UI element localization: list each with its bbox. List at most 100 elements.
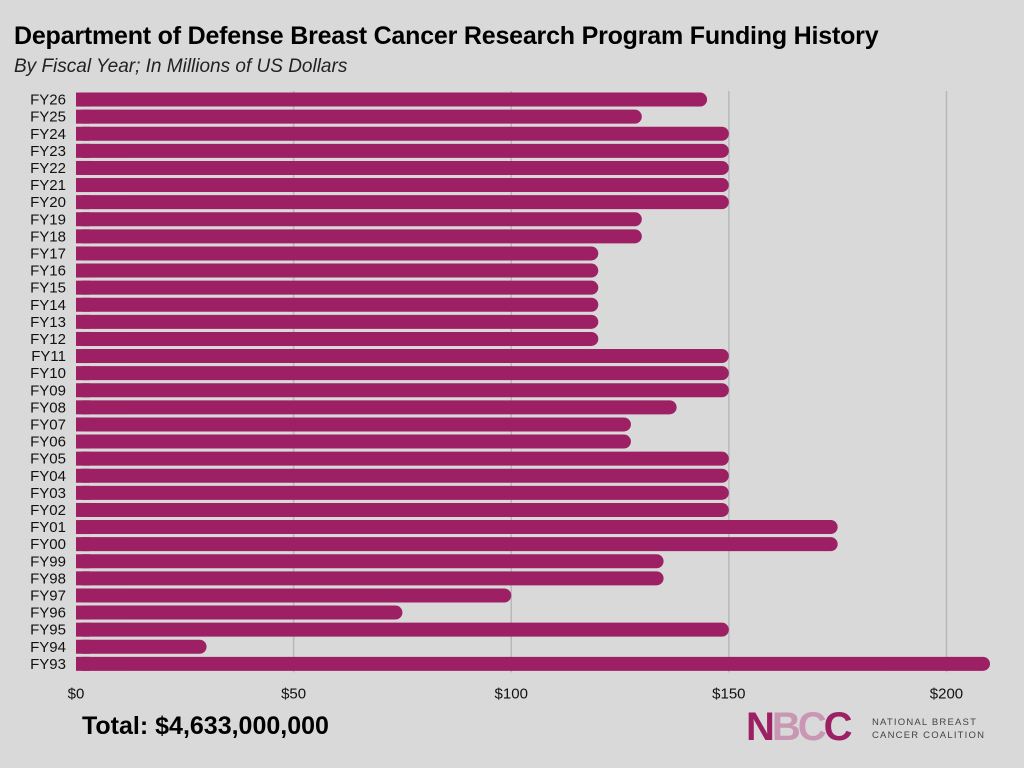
bar-fy96 bbox=[76, 605, 403, 620]
category-label: FY19 bbox=[30, 211, 66, 228]
bar-base-fy23 bbox=[76, 143, 90, 158]
bar-fy14 bbox=[76, 297, 599, 312]
bar-base-fy93 bbox=[76, 656, 90, 671]
bar-chart: FY26FY25FY24FY23FY22FY21FY20FY19FY18FY17… bbox=[30, 91, 990, 700]
bar-base-fy94 bbox=[76, 639, 90, 654]
category-label: FY22 bbox=[30, 160, 66, 177]
bar-base-fy14 bbox=[76, 297, 90, 312]
bar-base-fy03 bbox=[76, 485, 90, 500]
nbcc-logo: NBCC NATIONAL BREAST CANCER COALITION bbox=[746, 706, 1006, 748]
category-label: FY08 bbox=[30, 399, 66, 416]
category-label: FY10 bbox=[30, 365, 66, 382]
funding-total: Total: $4,633,000,000 bbox=[82, 712, 329, 740]
category-label: FY96 bbox=[30, 605, 66, 622]
bar-base-fy18 bbox=[76, 229, 90, 244]
category-label: FY16 bbox=[30, 263, 66, 280]
bar-fy17 bbox=[76, 246, 599, 261]
bar-base-fy19 bbox=[76, 212, 90, 227]
bar-base-fy97 bbox=[76, 588, 90, 603]
category-label: FY12 bbox=[30, 331, 66, 348]
category-label: FY04 bbox=[30, 468, 66, 485]
bar-fy00 bbox=[76, 537, 838, 552]
category-label: FY98 bbox=[30, 570, 66, 587]
bar-base-fy22 bbox=[76, 160, 90, 175]
bar-fy95 bbox=[76, 622, 729, 637]
bar-fy08 bbox=[76, 400, 677, 415]
bar-base-fy11 bbox=[76, 349, 90, 364]
category-labels: FY26FY25FY24FY23FY22FY21FY20FY19FY18FY17… bbox=[30, 92, 66, 673]
category-label: FY20 bbox=[30, 194, 66, 211]
bar-fy06 bbox=[76, 434, 631, 449]
bar-fy23 bbox=[76, 143, 729, 158]
x-tick-label: $50 bbox=[281, 685, 306, 700]
logo-mark: NBCC bbox=[746, 705, 853, 749]
x-tick-label: $200 bbox=[930, 685, 963, 700]
category-label: FY94 bbox=[30, 639, 66, 656]
category-label: FY25 bbox=[30, 109, 66, 126]
bar-base-fy08 bbox=[76, 400, 90, 415]
logo-letter-c1: C bbox=[797, 705, 827, 749]
bar-base-fy24 bbox=[76, 126, 90, 141]
bar-fy24 bbox=[76, 126, 729, 141]
category-label: FY21 bbox=[30, 177, 66, 194]
category-label: FY11 bbox=[31, 348, 66, 365]
bar-base-fy25 bbox=[76, 109, 90, 124]
bar-fy13 bbox=[76, 314, 599, 329]
bar-base-fy99 bbox=[76, 554, 90, 569]
category-label: FY03 bbox=[30, 485, 66, 502]
bar-fy07 bbox=[76, 417, 631, 432]
logo-letter-b: B bbox=[771, 705, 801, 749]
bar-fy02 bbox=[76, 502, 729, 517]
bar-fy19 bbox=[76, 212, 642, 227]
bar-base-fy13 bbox=[76, 314, 90, 329]
bar-fy22 bbox=[76, 160, 729, 175]
bar-base-fy05 bbox=[76, 451, 90, 466]
category-label: FY24 bbox=[30, 126, 66, 143]
category-label: FY95 bbox=[30, 622, 66, 639]
logo-line-2: CANCER COALITION bbox=[872, 730, 986, 741]
bar-fy09 bbox=[76, 383, 729, 398]
bar-base-fy06 bbox=[76, 434, 90, 449]
bar-fy11 bbox=[76, 349, 729, 364]
bar-fy10 bbox=[76, 366, 729, 381]
bar-base-fy10 bbox=[76, 366, 90, 381]
category-label: FY18 bbox=[30, 228, 66, 245]
logo-letter-c2: C bbox=[823, 705, 853, 749]
bars bbox=[76, 92, 990, 671]
category-label: FY01 bbox=[30, 519, 66, 536]
category-label: FY09 bbox=[30, 382, 66, 399]
chart-subtitle: By Fiscal Year; In Millions of US Dollar… bbox=[14, 56, 348, 77]
bar-base-fy16 bbox=[76, 263, 90, 278]
bar-base-fy95 bbox=[76, 622, 90, 637]
category-label: FY26 bbox=[30, 92, 66, 109]
category-label: FY00 bbox=[30, 536, 66, 553]
bar-fy93 bbox=[76, 656, 990, 671]
logo-letter-n: N bbox=[746, 705, 775, 749]
bar-base-fy21 bbox=[76, 178, 90, 193]
bar-base-fy02 bbox=[76, 502, 90, 517]
logo-text: NATIONAL BREAST CANCER COALITION bbox=[872, 716, 985, 742]
logo-line-1: NATIONAL BREAST bbox=[872, 717, 978, 728]
x-tick-label: $100 bbox=[495, 685, 528, 700]
bar-fy26 bbox=[76, 92, 708, 107]
x-tick-labels: $0 $50 $100 $150 $200 bbox=[68, 685, 964, 700]
bar-fy97 bbox=[76, 588, 512, 603]
bar-fy98 bbox=[76, 571, 664, 586]
bar-fy05 bbox=[76, 451, 729, 466]
category-label: FY15 bbox=[30, 280, 66, 297]
bar-fy01 bbox=[76, 520, 838, 535]
bar-fy99 bbox=[76, 554, 664, 569]
bar-base-fy04 bbox=[76, 468, 90, 483]
category-label: FY99 bbox=[30, 553, 66, 570]
bar-fy12 bbox=[76, 331, 599, 346]
bar-base-fy26 bbox=[76, 92, 90, 107]
category-label: FY07 bbox=[30, 416, 66, 433]
category-label: FY93 bbox=[30, 656, 66, 673]
bar-base-fy20 bbox=[76, 195, 90, 210]
category-label: FY17 bbox=[30, 245, 66, 262]
bar-fy94 bbox=[76, 639, 207, 654]
category-label: FY14 bbox=[30, 297, 66, 314]
bar-base-fy98 bbox=[76, 571, 90, 586]
bar-base-fy09 bbox=[76, 383, 90, 398]
category-label: FY02 bbox=[30, 502, 66, 519]
